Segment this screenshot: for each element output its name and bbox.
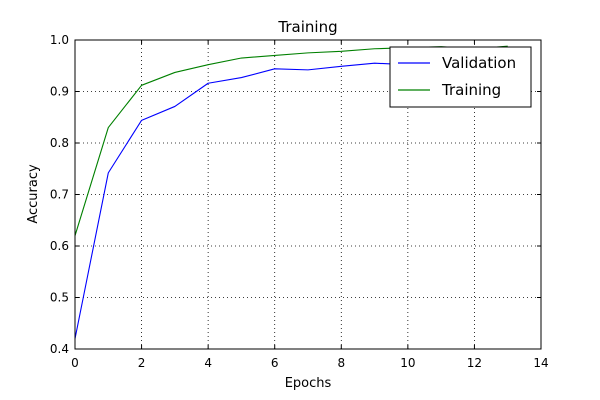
y-tick-label: 0.4 xyxy=(50,342,69,356)
x-tick-label: 0 xyxy=(71,356,79,370)
legend-label-training: Training xyxy=(441,81,501,99)
y-tick-label: 0.9 xyxy=(50,85,69,99)
x-tick-label: 8 xyxy=(337,356,345,370)
x-tick-label: 10 xyxy=(400,356,415,370)
y-tick-label: 0.5 xyxy=(50,291,69,305)
legend-box xyxy=(389,46,532,108)
x-tick-label: 14 xyxy=(533,356,548,370)
legend-label-validation: Validation xyxy=(442,54,516,72)
x-axis-label: Epochs xyxy=(285,376,332,391)
x-tick-label: 4 xyxy=(204,356,212,370)
x-tick-label: 6 xyxy=(271,356,279,370)
x-tick-label: 2 xyxy=(138,356,146,370)
axis-ticks: 0 2 4 6 8 10 12 14 0.4 0.5 0.6 0.7 0.8 0.9 1.0 xyxy=(50,33,549,370)
y-tick-label: 0.6 xyxy=(50,239,69,253)
x-tick-label: 12 xyxy=(467,356,482,370)
y-tick-label: 1.0 xyxy=(50,33,69,47)
legend: Validation Training xyxy=(389,46,532,108)
chart-title: Training xyxy=(277,18,337,36)
y-tick-label: 0.7 xyxy=(50,188,69,202)
y-axis-label: Accuracy xyxy=(26,164,41,224)
y-tick-label: 0.8 xyxy=(50,136,69,150)
